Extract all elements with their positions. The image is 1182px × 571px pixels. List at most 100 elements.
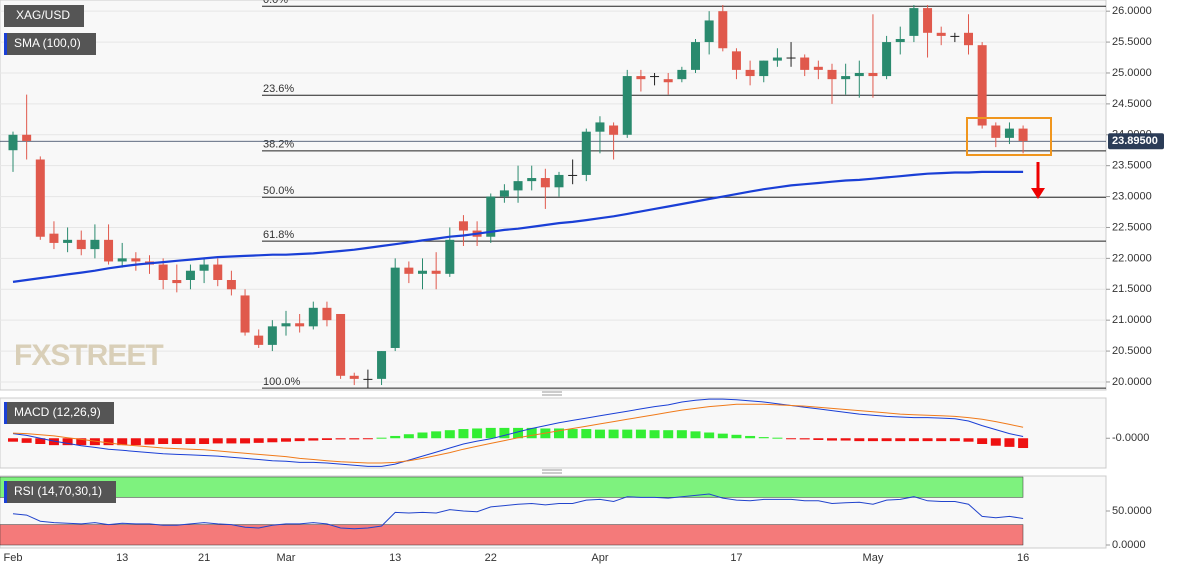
histogram-bar: [594, 429, 605, 439]
histogram-bar: [622, 429, 633, 439]
fib-label: 61.8%: [263, 229, 294, 241]
candle-body: [213, 264, 223, 280]
histogram-bar: [649, 430, 660, 439]
candle-body: [418, 270, 427, 274]
y-tick-label: 23.0000: [1112, 190, 1152, 202]
candle-body: [458, 221, 468, 231]
candle-body: [609, 125, 619, 135]
legend-box: XAG/USD: [4, 5, 84, 27]
histogram-bar: [949, 438, 960, 442]
candle-body: [363, 378, 373, 380]
legend-box: SMA (100,0): [4, 33, 96, 55]
candle-body: [841, 76, 851, 80]
oversold-band: [0, 524, 1024, 546]
histogram-bar: [48, 438, 59, 446]
histogram-bar: [253, 438, 264, 443]
candle-body: [486, 196, 496, 237]
macd-panel: [0, 397, 1107, 469]
candle-body: [854, 72, 864, 77]
histogram-bar: [417, 432, 428, 439]
histogram-bar: [745, 435, 756, 439]
candle-body: [35, 159, 45, 237]
y-tick-label: 25.0000: [1112, 67, 1152, 79]
histogram-bar: [786, 438, 797, 440]
histogram-bar: [881, 438, 892, 442]
histogram-bar: [827, 438, 837, 441]
y-tick-label: 20.0000: [1112, 376, 1152, 388]
histogram-bar: [89, 438, 100, 446]
histogram-bar: [390, 435, 401, 439]
histogram-bar: [690, 431, 701, 439]
histogram-bar: [458, 429, 469, 439]
last-price-label: 23.89500: [1112, 135, 1158, 147]
candle-body: [240, 295, 250, 333]
candle-body: [199, 264, 209, 271]
panel-handle[interactable]: [542, 469, 562, 474]
candle-body: [581, 131, 591, 175]
candle-body: [131, 258, 141, 262]
x-tick-label: Mar: [277, 552, 296, 564]
candle-body: [104, 239, 114, 262]
histogram-bar: [513, 427, 524, 439]
candle-body: [882, 42, 892, 77]
line: [12, 493, 1024, 530]
histogram-bar: [772, 437, 783, 439]
x-tick-label: Apr: [591, 552, 608, 564]
y-tick-label: 25.5000: [1112, 36, 1152, 48]
histogram-bar: [799, 438, 810, 440]
x-tick-label: 17: [730, 552, 742, 564]
candle-body: [90, 239, 100, 250]
plot-area: 20.0000 20.5000 21.0000 21.5000 22.0000 22.50…: [0, 0, 1164, 564]
histogram-bar: [199, 438, 210, 444]
histogram-bar: [103, 438, 114, 446]
candle-body: [267, 326, 277, 345]
candle-body: [8, 134, 18, 151]
legend-label: RSI (14,70,30,1): [14, 484, 102, 498]
histogram-bar: [171, 438, 182, 444]
candle-body: [226, 280, 236, 290]
candle-body: [117, 258, 127, 262]
candle-body: [445, 239, 455, 274]
candle-body: [568, 174, 578, 176]
candle-body: [527, 178, 537, 182]
x-tick-label: May: [863, 552, 884, 564]
histogram-bar: [8, 438, 18, 442]
fib-label: 50.0%: [263, 185, 294, 197]
histogram-bar: [403, 434, 414, 439]
down-arrow: [1031, 162, 1045, 199]
histogram-bar: [635, 429, 646, 439]
candle-body: [895, 38, 905, 43]
histogram-bar: [308, 438, 319, 441]
histogram-bar: [567, 429, 578, 439]
histogram-bar: [212, 438, 223, 444]
y-tick-label: 21.5000: [1112, 283, 1152, 295]
candle-body: [677, 69, 687, 80]
candle-body: [22, 134, 32, 141]
y-tick-label: 26.0000: [1112, 5, 1152, 17]
candle-body: [950, 35, 960, 37]
histogram-bar: [867, 438, 878, 442]
candle-body: [295, 323, 305, 327]
candle-body: [991, 125, 1001, 138]
histogram-bar: [936, 438, 947, 442]
legend-label: XAG/USD: [16, 8, 70, 22]
histogram-bar: [977, 438, 988, 444]
y-tick-label: 20.5000: [1112, 345, 1152, 357]
candle-body: [540, 178, 550, 188]
legend-label: MACD (12,26,9): [14, 405, 101, 419]
histogram-bar: [813, 438, 824, 440]
fib-label: 38.2%: [263, 139, 294, 151]
histogram-bar: [731, 434, 742, 439]
line: [12, 170, 1024, 283]
candle-body: [336, 313, 346, 376]
candle-body: [813, 66, 823, 70]
candle-body: [964, 32, 973, 46]
candle-body: [800, 57, 810, 70]
candle-body: [308, 307, 318, 327]
histogram-bar: [62, 438, 73, 446]
price-panel: [0, 0, 1107, 391]
panel-handle[interactable]: [542, 391, 562, 396]
histogram-bar: [963, 438, 974, 442]
candle-body: [431, 270, 441, 274]
